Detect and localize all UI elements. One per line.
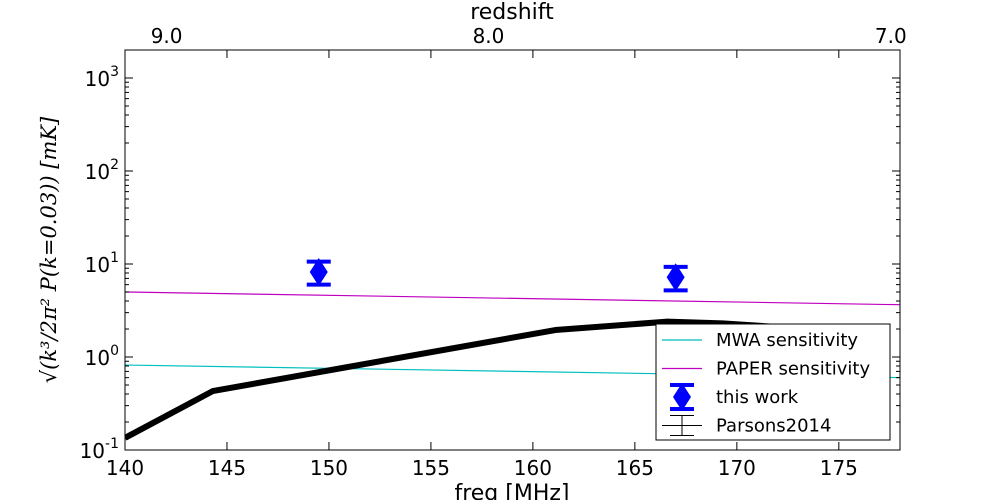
data-point-diamond: [666, 263, 685, 292]
x-axis-label: freq [MHz]: [454, 481, 569, 500]
x-tick-label: 175: [820, 456, 858, 480]
y-tick-label: 100: [85, 343, 119, 370]
x-tick-label: 140: [106, 456, 144, 480]
legend-label: MWA sensitivity: [716, 330, 858, 351]
legend-swatch-diamond: [673, 383, 691, 411]
y-tick-label: 102: [85, 157, 119, 184]
x-tick-label: 165: [616, 456, 654, 480]
legend-box: [655, 323, 891, 441]
data-point-diamond: [309, 258, 328, 287]
y-tick-label: 10-1: [80, 436, 119, 463]
legend-label: this work: [716, 387, 799, 408]
top-tick-label: 8.0: [473, 24, 505, 48]
x-tick-label: 155: [412, 456, 450, 480]
legend-label: Parsons2014: [716, 416, 831, 437]
x-tick-label: 170: [718, 456, 756, 480]
axis-ticks: 140 145 150 155 160 165 170 175 9.0 8.0 7.0 10-1 100…: [80, 24, 907, 480]
x-tick-label: 160: [514, 456, 552, 480]
legend: MWA sensitivity PAPER sensitivity this wor…: [655, 323, 891, 441]
legend-label: PAPER sensitivity: [716, 359, 870, 380]
y-axis-label: √(k³/2π² P(k=0.03)) [mK]: [37, 116, 61, 383]
x-tick-label: 145: [208, 456, 246, 480]
y-tick-label: 101: [85, 250, 119, 277]
series-line-paper-sensitivity: [125, 291, 900, 306]
plot-frame: [124, 49, 901, 451]
top-tick-label: 7.0: [875, 24, 907, 48]
top-axis-label: redshift: [470, 0, 554, 25]
x-tick-label: 150: [310, 456, 348, 480]
y-tick-label: 103: [85, 64, 119, 91]
top-tick-label: 9.0: [151, 24, 183, 48]
